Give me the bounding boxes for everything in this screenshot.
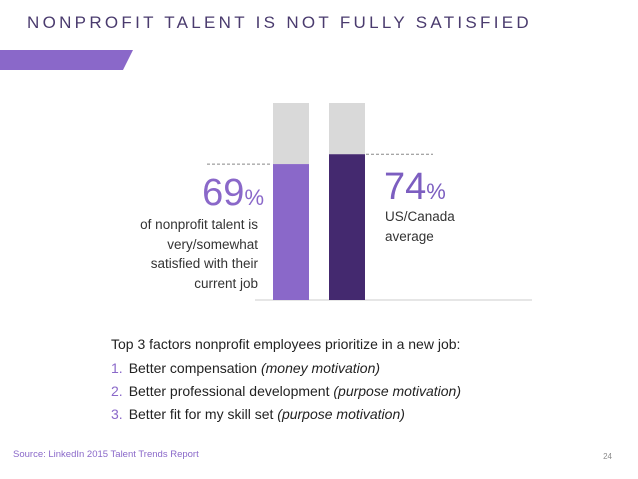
bar-nonprofit-remainder [273, 103, 309, 164]
factor-text: Better fit for my skill set [129, 406, 274, 422]
factors-heading: Top 3 factors nonprofit employees priori… [111, 333, 461, 356]
nonprofit-percent-value: 69 [202, 172, 244, 214]
nonprofit-description: of nonprofit talent is very/somewhat sat… [100, 215, 258, 293]
nonprofit-description-line: very/somewhat [100, 235, 258, 255]
nonprofit-percent-sign: % [244, 185, 264, 210]
nonprofit-description-line: satisfied with their [100, 254, 258, 274]
factor-number: 1. [111, 360, 123, 376]
average-percent-value: 74 [384, 166, 426, 208]
factor-note: (purpose motivation) [333, 383, 461, 399]
nonprofit-percent-label: 69% [0, 174, 264, 217]
factor-item: 3. Better fit for my skill set (purpose m… [111, 403, 461, 426]
factor-text: Better compensation [129, 360, 257, 376]
average-percent-label: 74% [384, 168, 446, 211]
factor-text: Better professional development [129, 383, 330, 399]
factor-note: (money motivation) [261, 360, 380, 376]
factor-number: 2. [111, 383, 123, 399]
factor-item: 1. Better compensation (money motivation) [111, 357, 461, 380]
bar-average-satisfied [329, 154, 365, 300]
nonprofit-description-line: current job [100, 274, 258, 294]
satisfaction-bar-chart [0, 0, 638, 330]
factors-list: Top 3 factors nonprofit employees priori… [111, 333, 461, 426]
average-percent-sign: % [426, 179, 446, 204]
page-number: 24 [603, 452, 612, 461]
factor-note: (purpose motivation) [277, 406, 405, 422]
nonprofit-description-line: of nonprofit talent is [100, 215, 258, 235]
average-description-line: average [385, 227, 505, 247]
source-note: Source: LinkedIn 2015 Talent Trends Repo… [13, 449, 199, 460]
bar-average-remainder [329, 103, 365, 154]
average-description-line: US/Canada [385, 207, 505, 227]
factor-number: 3. [111, 406, 123, 422]
average-description: US/Canada average [385, 207, 505, 246]
factor-item: 2. Better professional development (purpo… [111, 380, 461, 403]
bar-nonprofit-satisfied [273, 164, 309, 300]
